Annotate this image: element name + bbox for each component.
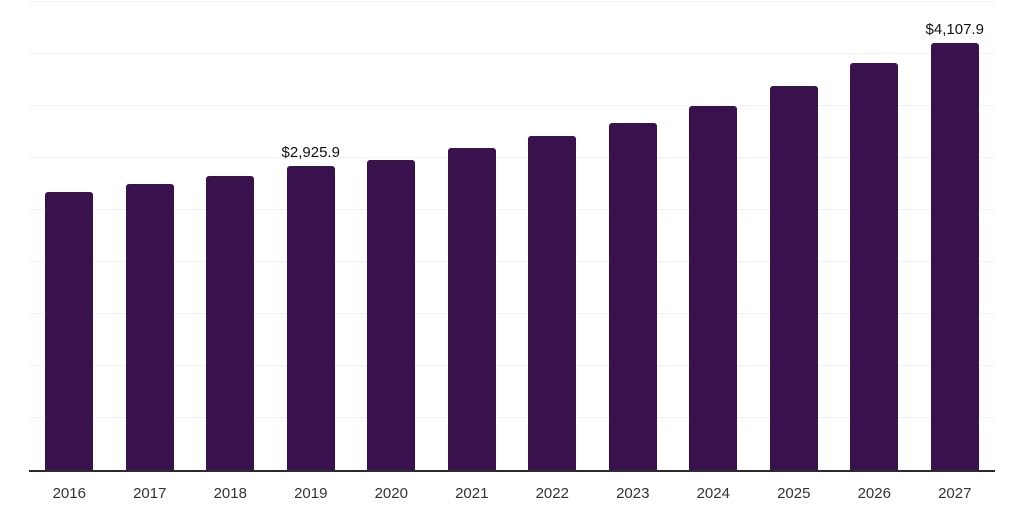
bar-column-2017 bbox=[110, 2, 191, 470]
gridline bbox=[29, 313, 995, 315]
bar-2027 bbox=[930, 42, 979, 470]
bar-column-2024 bbox=[673, 2, 754, 470]
bar-2018 bbox=[206, 176, 255, 470]
bars-container: $2,925.9 $4,107.9 bbox=[29, 2, 995, 470]
x-tick-2024: 2024 bbox=[696, 485, 730, 502]
gridline bbox=[29, 209, 995, 210]
x-tick-2017: 2017 bbox=[133, 485, 167, 502]
gridline bbox=[29, 53, 995, 54]
x-tick-2022: 2022 bbox=[535, 485, 569, 502]
bar-2022 bbox=[528, 135, 577, 470]
bar-2021 bbox=[447, 148, 496, 470]
x-tick-2025: 2025 bbox=[777, 485, 811, 502]
bar-column-2022 bbox=[512, 2, 593, 470]
gridline bbox=[29, 1, 995, 2]
bar-2024 bbox=[689, 106, 738, 470]
gridline bbox=[29, 157, 995, 159]
bar-column-2027: $4,107.9 bbox=[915, 2, 996, 470]
bar-2023 bbox=[608, 122, 657, 470]
bar-2025 bbox=[769, 86, 818, 470]
bar-column-2019: $2,925.9 bbox=[271, 2, 352, 470]
data-label-2019: $2,925.9 bbox=[281, 143, 340, 161]
bar-2019 bbox=[286, 165, 335, 470]
gridline bbox=[29, 261, 995, 262]
plot-area: $2,925.9 $4,107.9 bbox=[29, 1, 995, 472]
bar-2020 bbox=[367, 160, 416, 470]
x-tick-2019: 2019 bbox=[294, 485, 328, 502]
bar-column-2021 bbox=[432, 2, 513, 470]
data-label-2027: $4,107.9 bbox=[925, 20, 984, 38]
bar-column-2020 bbox=[351, 2, 432, 470]
bar-column-2026 bbox=[834, 2, 915, 470]
bar-column-2016 bbox=[29, 2, 110, 470]
x-tick-2016: 2016 bbox=[52, 485, 86, 502]
x-tick-2026: 2026 bbox=[857, 485, 891, 502]
bar-2026 bbox=[850, 63, 899, 470]
gridline bbox=[29, 365, 995, 366]
x-tick-2027: 2027 bbox=[938, 485, 972, 502]
bar-2016 bbox=[45, 192, 94, 470]
x-tick-2023: 2023 bbox=[616, 485, 650, 502]
gridline bbox=[29, 417, 995, 418]
bar-column-2023 bbox=[593, 2, 674, 470]
bar-column-2025 bbox=[754, 2, 835, 470]
gridline bbox=[29, 105, 995, 106]
bar-2017 bbox=[125, 184, 174, 470]
x-tick-2020: 2020 bbox=[374, 485, 408, 502]
x-tick-2018: 2018 bbox=[213, 485, 247, 502]
bar-column-2018 bbox=[190, 2, 271, 470]
x-tick-2021: 2021 bbox=[455, 485, 489, 502]
x-axis-labels: 2016 2017 2018 2019 2020 2021 2022 2023 2024 2025… bbox=[29, 472, 995, 512]
